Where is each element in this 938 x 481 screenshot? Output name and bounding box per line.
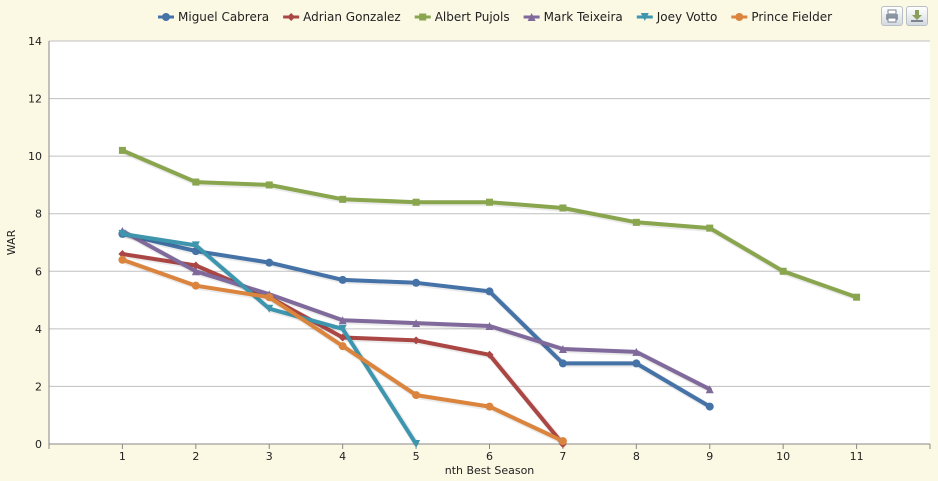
legend-marker[interactable] bbox=[640, 13, 649, 21]
data-point[interactable] bbox=[485, 402, 494, 411]
data-point[interactable] bbox=[192, 178, 200, 186]
y-tick-label: 14 bbox=[28, 35, 42, 48]
series-albert-pujols bbox=[118, 146, 861, 302]
legend-marker[interactable] bbox=[287, 13, 296, 21]
x-tick-label: 9 bbox=[706, 450, 713, 463]
data-point[interactable] bbox=[339, 195, 347, 203]
data-point[interactable] bbox=[191, 267, 200, 276]
data-point[interactable] bbox=[412, 278, 421, 287]
data-point[interactable] bbox=[853, 293, 861, 301]
download-button[interactable] bbox=[906, 6, 928, 26]
legend-marker[interactable] bbox=[735, 13, 744, 21]
x-tick-label: 5 bbox=[413, 450, 420, 463]
legend-label: Prince Fielder bbox=[751, 10, 832, 24]
legend-label: Adrian Gonzalez bbox=[303, 10, 401, 24]
legend-label: Joey Votto bbox=[656, 10, 718, 24]
data-point[interactable] bbox=[706, 224, 714, 232]
x-tick-label: 6 bbox=[486, 450, 493, 463]
data-point[interactable] bbox=[632, 218, 640, 226]
x-tick-label: 3 bbox=[266, 450, 273, 463]
data-point[interactable] bbox=[779, 267, 787, 275]
data-point[interactable] bbox=[412, 319, 421, 328]
data-point[interactable] bbox=[338, 275, 347, 284]
series-miguel-cabrera bbox=[118, 229, 714, 411]
data-point[interactable] bbox=[412, 440, 421, 448]
y-tick-label: 12 bbox=[28, 93, 42, 106]
legend-item-mark-teixeira[interactable]: Mark Teixeira bbox=[523, 10, 623, 24]
data-point[interactable] bbox=[118, 229, 127, 238]
series-adrian-gonzalez bbox=[118, 250, 567, 448]
data-point[interactable] bbox=[632, 359, 641, 368]
data-point[interactable] bbox=[265, 181, 273, 189]
series-joey-votto bbox=[118, 229, 421, 448]
legend-item-adrian-gonzalez[interactable]: Adrian Gonzalez bbox=[283, 10, 401, 24]
data-point[interactable] bbox=[485, 350, 494, 359]
data-point[interactable] bbox=[558, 437, 567, 446]
data-point[interactable] bbox=[632, 347, 641, 356]
x-tick-label: 1 bbox=[119, 450, 126, 463]
data-point[interactable] bbox=[265, 293, 274, 302]
legend: Miguel Cabrera Adrian Gonzalez Albert Pujo… bbox=[158, 10, 832, 24]
data-point[interactable] bbox=[485, 321, 494, 330]
data-point[interactable] bbox=[338, 342, 347, 351]
data-point[interactable] bbox=[705, 385, 714, 394]
x-axis-title: nth Best Season bbox=[445, 464, 535, 477]
x-tick-label: 7 bbox=[559, 450, 566, 463]
y-axis-title: WAR bbox=[5, 229, 18, 255]
data-point[interactable] bbox=[558, 345, 567, 354]
data-point[interactable] bbox=[338, 316, 347, 325]
data-point[interactable] bbox=[412, 391, 421, 400]
y-tick-label: 4 bbox=[35, 323, 42, 336]
legend-label: Albert Pujols bbox=[435, 10, 510, 24]
x-tick-label: 10 bbox=[776, 450, 790, 463]
legend-marker[interactable] bbox=[527, 13, 536, 21]
data-point[interactable] bbox=[118, 146, 126, 154]
print-button[interactable] bbox=[881, 6, 903, 26]
legend-label: Mark Teixeira bbox=[544, 10, 623, 24]
data-point[interactable] bbox=[485, 287, 494, 296]
legend-label: Miguel Cabrera bbox=[178, 10, 269, 24]
data-point[interactable] bbox=[191, 281, 200, 290]
data-point[interactable] bbox=[559, 204, 567, 212]
legend-item-albert-pujols[interactable]: Albert Pujols bbox=[414, 10, 510, 24]
x-tick-label: 8 bbox=[633, 450, 640, 463]
data-point[interactable] bbox=[118, 255, 127, 264]
legend-marker[interactable] bbox=[162, 13, 170, 21]
legend-item-miguel-cabrera[interactable]: Miguel Cabrera bbox=[158, 10, 269, 24]
legend-marker[interactable] bbox=[419, 13, 427, 21]
x-tick-label: 2 bbox=[192, 450, 199, 463]
data-point[interactable] bbox=[412, 336, 421, 345]
data-point[interactable] bbox=[265, 304, 274, 313]
data-point[interactable] bbox=[705, 402, 714, 411]
x-tick-label: 11 bbox=[850, 450, 864, 463]
legend-item-prince-fielder[interactable]: Prince Fielder bbox=[731, 10, 832, 24]
y-tick-label: 6 bbox=[35, 265, 42, 278]
series-prince-fielder bbox=[118, 255, 567, 446]
y-tick-label: 8 bbox=[35, 208, 42, 221]
data-point[interactable] bbox=[265, 258, 274, 267]
y-tick-label: 10 bbox=[28, 150, 42, 163]
data-point[interactable] bbox=[118, 250, 127, 259]
data-point[interactable] bbox=[338, 324, 347, 333]
y-tick-label: 0 bbox=[35, 438, 42, 451]
data-point[interactable] bbox=[412, 198, 420, 206]
data-point[interactable] bbox=[486, 198, 493, 206]
legend-item-joey-votto[interactable]: Joey Votto bbox=[636, 10, 718, 24]
data-point[interactable] bbox=[191, 261, 200, 270]
data-point[interactable] bbox=[191, 241, 200, 250]
x-tick-label: 4 bbox=[339, 450, 346, 463]
data-point[interactable] bbox=[558, 359, 567, 368]
y-tick-label: 2 bbox=[35, 380, 42, 393]
